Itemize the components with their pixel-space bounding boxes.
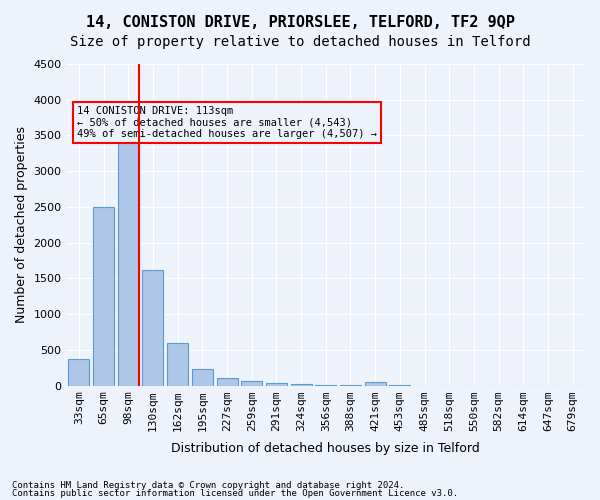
X-axis label: Distribution of detached houses by size in Telford: Distribution of detached houses by size … xyxy=(172,442,480,455)
Bar xyxy=(118,121,139,386)
Bar xyxy=(290,384,311,386)
Text: Contains public sector information licensed under the Open Government Licence v3: Contains public sector information licen… xyxy=(12,488,458,498)
Text: 14, CONISTON DRIVE, PRIORSLEE, TELFORD, TF2 9QP: 14, CONISTON DRIVE, PRIORSLEE, TELFORD, … xyxy=(86,15,514,30)
Bar xyxy=(167,342,188,386)
Y-axis label: Number of detached properties: Number of detached properties xyxy=(15,126,28,324)
Bar xyxy=(142,270,163,386)
Bar xyxy=(217,378,238,386)
Text: 14 CONISTON DRIVE: 113sqm
← 50% of detached houses are smaller (4,543)
49% of se: 14 CONISTON DRIVE: 113sqm ← 50% of detac… xyxy=(77,106,377,139)
Bar xyxy=(241,380,262,386)
Bar xyxy=(93,207,114,386)
Text: Contains HM Land Registry data © Crown copyright and database right 2024.: Contains HM Land Registry data © Crown c… xyxy=(12,481,404,490)
Bar xyxy=(365,382,386,386)
Text: Size of property relative to detached houses in Telford: Size of property relative to detached ho… xyxy=(70,35,530,49)
Bar xyxy=(266,383,287,386)
Bar xyxy=(315,385,336,386)
Bar xyxy=(192,369,213,386)
Bar xyxy=(68,359,89,386)
